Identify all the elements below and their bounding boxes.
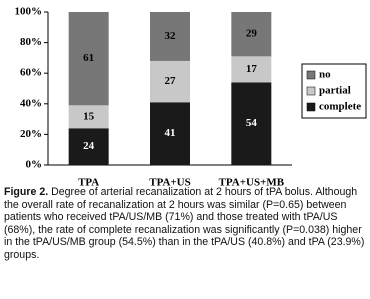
- value-label: 17: [246, 63, 258, 75]
- legend-swatch: [306, 102, 316, 112]
- y-tick-label: 0%: [26, 159, 43, 171]
- legend-label: complete: [319, 101, 361, 113]
- y-tick-label: 40%: [20, 97, 42, 109]
- bar-segment: [231, 12, 272, 57]
- value-label: 41: [165, 127, 176, 139]
- y-tick-label: 20%: [20, 128, 42, 140]
- value-label: 32: [165, 30, 177, 42]
- caption-text: Degree of arterial recanalization at 2 h…: [4, 186, 365, 261]
- bar-segment: [231, 56, 272, 83]
- value-label: 15: [83, 110, 95, 122]
- legend-label: no: [319, 69, 331, 81]
- value-label: 24: [83, 140, 95, 152]
- bar-segment: [68, 105, 109, 129]
- legend-swatch: [306, 70, 316, 80]
- bar-segment: [150, 12, 190, 61]
- chart: 0% 20% 40% 60% 80% 100% TPA 24 15 61 TPA+US 41 27 32 T…: [15, 6, 367, 186]
- y-tick-label: 80%: [20, 36, 42, 48]
- figure-caption: Figure 2. Degree of arterial recanalizat…: [4, 186, 366, 262]
- value-label: 54: [246, 117, 258, 129]
- value-label: 29: [246, 28, 258, 40]
- x-tick-label: TPA: [78, 177, 99, 186]
- value-label: 27: [165, 75, 177, 87]
- bar-segment: [150, 102, 190, 165]
- legend-label: partial: [319, 85, 351, 97]
- value-label: 61: [83, 52, 94, 64]
- y-tick-label: 100%: [15, 6, 43, 18]
- bar-segment: [68, 12, 109, 106]
- x-tick-label: TPA+US+MB: [219, 177, 285, 186]
- legend-swatch: [306, 86, 316, 96]
- bar-segment: [231, 82, 272, 165]
- bar-segment: [68, 128, 109, 165]
- bar-segment: [150, 60, 190, 103]
- x-tick-label: TPA+US: [149, 177, 191, 186]
- caption-label: Figure 2.: [4, 186, 49, 198]
- y-tick-label: 60%: [20, 67, 42, 79]
